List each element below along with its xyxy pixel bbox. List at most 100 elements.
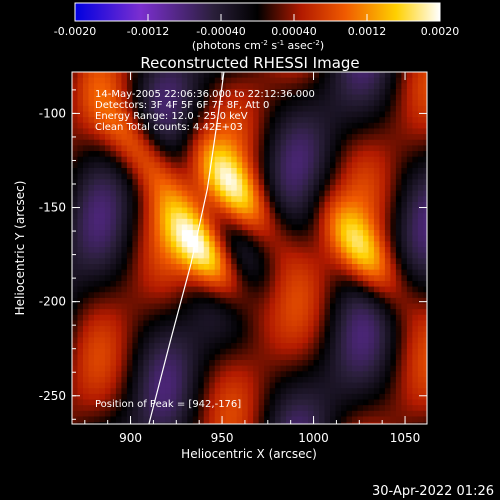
heatmap-cell: [395, 151, 402, 158]
heatmap-cell: [159, 280, 166, 288]
heatmap-cell: [379, 269, 386, 276]
heatmap-cell: [77, 376, 84, 384]
heatmap-cell: [214, 190, 221, 197]
heatmap-cell: [324, 348, 331, 355]
heatmap-cell: [423, 393, 427, 401]
heatmap-cell: [346, 88, 353, 96]
heatmap-cell: [225, 207, 232, 214]
heatmap-cell: [115, 122, 122, 130]
heatmap-cell: [297, 213, 304, 220]
heatmap-cell: [384, 388, 391, 395]
heatmap-cell: [373, 162, 380, 169]
heatmap-cell: [297, 224, 304, 231]
heatmap-cell: [362, 207, 370, 214]
heatmap-cell: [187, 258, 194, 265]
heatmap-cell: [242, 343, 249, 350]
heatmap-cell: [291, 337, 298, 344]
heatmap-cell: [77, 218, 84, 226]
heatmap-cell: [412, 100, 419, 107]
heatmap-cell: [137, 151, 144, 158]
heatmap-cell: [187, 410, 194, 418]
heatmap-cell: [99, 405, 106, 412]
heatmap-cell: [137, 117, 144, 124]
heatmap-cell: [165, 122, 172, 130]
heatmap-cell: [132, 320, 139, 327]
heatmap-cell: [220, 303, 227, 310]
heatmap-cell: [203, 252, 210, 259]
heatmap-cell: [93, 105, 101, 113]
heatmap-cell: [154, 139, 161, 146]
heatmap-cell: [137, 235, 144, 242]
heatmap-cell: [242, 309, 249, 316]
heatmap-cell: [176, 343, 183, 350]
heatmap-cell: [308, 280, 315, 288]
heatmap-cell: [406, 258, 413, 265]
heatmap-cell: [291, 393, 298, 401]
heatmap-cell: [115, 94, 122, 101]
heatmap-cell: [154, 354, 161, 361]
heatmap-cell: [198, 320, 205, 327]
heatmap-cell: [198, 258, 205, 265]
heatmap-cell: [143, 122, 150, 130]
heatmap-cell: [242, 405, 249, 412]
heatmap-cell: [395, 134, 402, 141]
heatmap-cell: [132, 173, 139, 180]
heatmap-cell: [214, 320, 221, 327]
heatmap-cell: [247, 88, 254, 96]
heatmap-cell: [395, 224, 402, 231]
heatmap-cell: [335, 173, 342, 180]
heatmap-cell: [346, 393, 353, 401]
heatmap-cell: [390, 151, 397, 158]
heatmap-cell: [121, 410, 128, 418]
heatmap-cell: [368, 258, 375, 265]
heatmap-cell: [275, 258, 282, 265]
heatmap-cell: [291, 156, 298, 163]
heatmap-cell: [384, 122, 391, 130]
heatmap-cell: [165, 235, 172, 242]
heatmap-cell: [187, 184, 194, 192]
heatmap-cell: [170, 190, 177, 197]
heatmap-cell: [104, 365, 111, 372]
heatmap-cell: [313, 360, 320, 367]
heatmap-cell: [99, 252, 106, 259]
heatmap-cell: [253, 201, 260, 209]
heatmap-cell: [302, 117, 309, 124]
heatmap-cell: [143, 201, 150, 209]
heatmap-cell: [104, 292, 111, 299]
heatmap-cell: [357, 218, 364, 226]
heatmap-cell: [269, 252, 276, 259]
heatmap-cell: [170, 122, 177, 130]
heatmap-cell: [390, 314, 397, 322]
heatmap-cell: [379, 360, 386, 367]
heatmap-cell: [110, 117, 117, 124]
heatmap-cell: [77, 111, 84, 118]
heatmap-cell: [280, 252, 287, 259]
heatmap-cell: [269, 162, 276, 169]
heatmap-cell: [384, 354, 391, 361]
heatmap-cell: [88, 410, 95, 418]
heatmap-cell: [335, 196, 342, 203]
heatmap-cell: [269, 156, 276, 163]
heatmap-cell: [176, 117, 183, 124]
heatmap-cell: [220, 416, 227, 423]
heatmap-cell: [236, 416, 243, 423]
heatmap-cell: [99, 184, 106, 192]
heatmap-cell: [275, 343, 282, 350]
heatmap-cell: [209, 416, 216, 423]
heatmap-cell: [187, 365, 194, 372]
heatmap-cell: [154, 105, 161, 113]
heatmap-cell: [242, 365, 249, 372]
heatmap-cell: [275, 179, 282, 186]
heatmap-cell: [121, 162, 128, 169]
heatmap-cell: [351, 122, 359, 130]
heatmap-cell: [291, 292, 298, 299]
heatmap-cell: [236, 134, 243, 141]
heatmap-cell: [412, 224, 419, 231]
heatmap-cell: [335, 422, 342, 424]
heatmap-cell: [209, 337, 216, 344]
heatmap-cell: [275, 382, 282, 389]
heatmap-cell: [330, 405, 337, 412]
heatmap-cell: [214, 269, 221, 276]
heatmap-cell: [126, 241, 133, 248]
heatmap-cell: [379, 348, 386, 355]
